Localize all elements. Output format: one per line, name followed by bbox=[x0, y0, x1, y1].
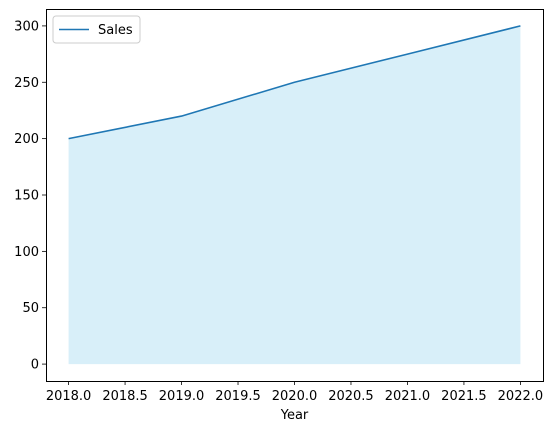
x-tick-label: 2018.5 bbox=[102, 389, 148, 404]
y-axis-ticks: 0 50 100 150 200 250 300 bbox=[14, 19, 46, 373]
x-axis-ticks: 2018.0 2018.5 2019.0 2019.5 2020.0 2020.5 2021… bbox=[46, 381, 543, 404]
legend: Sales bbox=[52, 15, 141, 44]
y-tick-label: 50 bbox=[22, 301, 39, 316]
legend-box bbox=[52, 15, 141, 44]
series-area-sales bbox=[68, 25, 521, 365]
y-tick-label: 100 bbox=[14, 245, 39, 260]
x-tick-label: 2018.0 bbox=[46, 389, 92, 404]
plot-area-fill bbox=[68, 25, 521, 365]
plot-area-lines bbox=[68, 25, 521, 140]
x-tick-label: 2021.0 bbox=[385, 389, 431, 404]
y-tick-label: 150 bbox=[14, 189, 39, 204]
x-tick-label: 2020.0 bbox=[272, 389, 318, 404]
x-tick-label: 2021.5 bbox=[441, 389, 487, 404]
x-tick-label: 2019.0 bbox=[159, 389, 205, 404]
y-tick-label: 0 bbox=[31, 358, 39, 373]
x-tick-label: 2022.0 bbox=[498, 389, 544, 404]
x-tick-label: 2020.5 bbox=[328, 389, 374, 404]
y-tick-label: 200 bbox=[14, 132, 39, 147]
y-tick-label: 250 bbox=[14, 76, 39, 91]
legend-label-sales: Sales bbox=[98, 23, 133, 38]
plot-frame bbox=[46, 9, 544, 382]
x-tick-label: 2019.5 bbox=[215, 389, 261, 404]
y-tick-label: 300 bbox=[14, 19, 39, 34]
x-axis-label: Year bbox=[280, 408, 309, 423]
